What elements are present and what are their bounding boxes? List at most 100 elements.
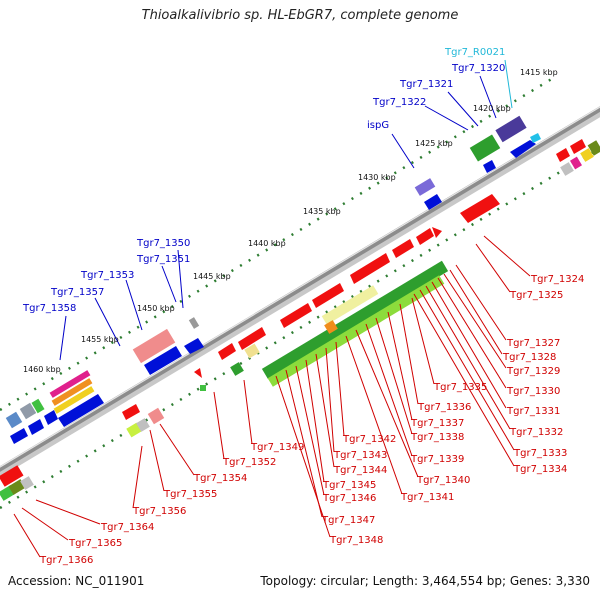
gene-feature[interactable] xyxy=(432,227,442,238)
gene-feature[interactable] xyxy=(19,402,37,420)
accession-text: Accession: NC_011901 xyxy=(8,574,145,588)
gene-label[interactable]: Tgr7_1332 xyxy=(509,427,563,438)
gene-feature[interactable] xyxy=(424,194,442,210)
gene-feature[interactable] xyxy=(510,140,536,158)
gene-label[interactable]: Tgr7_1350 xyxy=(136,238,190,249)
gene-label[interactable]: Tgr7_1349 xyxy=(250,442,304,453)
label-leader-line xyxy=(425,285,511,430)
gene-feature[interactable] xyxy=(194,368,202,378)
gene-label[interactable]: Tgr7_1365 xyxy=(68,538,122,549)
gene-label[interactable]: Tgr7_1353 xyxy=(80,270,134,281)
gene-label[interactable]: Tgr7_1337 xyxy=(410,418,464,429)
gene-feature[interactable] xyxy=(144,346,182,375)
gene-label[interactable]: Tgr7_1358 xyxy=(22,303,76,314)
gene-label[interactable]: Tgr7_1322 xyxy=(372,97,426,108)
gene-label[interactable]: Tgr7_1328 xyxy=(502,352,556,363)
gene-feature[interactable] xyxy=(5,411,23,429)
gene-feature[interactable] xyxy=(238,327,266,350)
gene-label[interactable]: Tgr7_1334 xyxy=(513,464,567,475)
gene-feature[interactable] xyxy=(188,317,200,329)
gene-feature[interactable] xyxy=(495,115,527,143)
gene-label[interactable]: Tgr7_1335 xyxy=(433,382,487,393)
gene-feature[interactable] xyxy=(556,148,570,162)
label-leader-line xyxy=(315,353,335,468)
gene-feature[interactable] xyxy=(31,398,45,414)
gene-feature[interactable] xyxy=(58,394,104,427)
gene-label[interactable]: Tgr7_1324 xyxy=(530,274,584,285)
gene-label[interactable]: Tgr7_1345 xyxy=(322,480,376,491)
gene-label[interactable]: Tgr7_1327 xyxy=(506,338,560,349)
gene-feature[interactable] xyxy=(560,162,574,176)
gene-label[interactable]: Tgr7_1320 xyxy=(451,63,505,74)
gene-label[interactable]: Tgr7_1354 xyxy=(193,473,247,484)
gene-label[interactable]: Tgr7_1364 xyxy=(100,522,154,533)
gene-feature[interactable] xyxy=(10,428,28,444)
gene-feature[interactable] xyxy=(20,476,34,490)
kbp-tick-label: 1445 kbp xyxy=(193,272,231,281)
gene-feature[interactable] xyxy=(230,362,244,376)
gene-feature[interactable] xyxy=(28,419,44,435)
gene-label[interactable]: Tgr7_1366 xyxy=(39,555,93,566)
gene-feature[interactable] xyxy=(261,260,449,380)
gene-feature[interactable] xyxy=(122,404,140,420)
gene-feature[interactable] xyxy=(392,239,414,258)
label-leader-line xyxy=(125,279,143,331)
label-leader-line xyxy=(419,289,515,451)
gene-feature[interactable] xyxy=(312,283,344,308)
gene-label[interactable]: Tgr7_1336 xyxy=(417,402,471,413)
gene-feature[interactable] xyxy=(147,407,165,425)
gene-feature[interactable] xyxy=(0,465,24,487)
gene-label[interactable]: Tgr7_1333 xyxy=(513,448,567,459)
gene-label[interactable]: Tgr7_1329 xyxy=(506,366,560,377)
gene-feature[interactable] xyxy=(321,285,379,325)
gene-feature[interactable] xyxy=(136,418,150,432)
gene-label[interactable]: Tgr7_R0021 xyxy=(444,47,505,58)
gene-label[interactable]: Tgr7_1355 xyxy=(163,489,217,500)
gene-feature[interactable] xyxy=(200,385,206,391)
gene-feature[interactable] xyxy=(324,320,338,334)
gene-label[interactable]: Tgr7_1341 xyxy=(400,492,454,503)
gene-label[interactable]: Tgr7_1321 xyxy=(399,79,453,90)
gene-feature[interactable] xyxy=(53,386,95,414)
gene-label[interactable]: Tgr7_1343 xyxy=(333,450,387,461)
gene-feature[interactable] xyxy=(460,194,500,223)
gene-feature[interactable] xyxy=(49,370,91,398)
gene-label[interactable]: Tgr7_1347 xyxy=(321,515,375,526)
gene-label[interactable]: Tgr7_1351 xyxy=(136,254,190,265)
gene-feature[interactable] xyxy=(218,343,236,360)
gene-label[interactable]: Tgr7_1352 xyxy=(222,457,276,468)
gene-feature[interactable] xyxy=(569,156,583,170)
label-leader-line xyxy=(325,347,335,453)
gene-feature[interactable] xyxy=(51,378,93,406)
label-leader-line xyxy=(399,303,419,405)
gene-feature[interactable] xyxy=(44,410,58,425)
gene-feature[interactable] xyxy=(469,134,501,162)
gene-feature[interactable] xyxy=(414,178,436,196)
gene-feature[interactable] xyxy=(350,253,390,284)
gene-label[interactable]: Tgr7_1331 xyxy=(506,406,560,417)
gene-label[interactable]: Tgr7_1357 xyxy=(50,287,104,298)
gene-label[interactable]: Tgr7_1344 xyxy=(333,465,387,476)
rna-feature[interactable] xyxy=(530,133,541,143)
gene-feature[interactable] xyxy=(132,328,176,364)
gene-label[interactable]: Tgr7_1330 xyxy=(506,386,560,397)
gene-label[interactable]: Tgr7_1348 xyxy=(329,535,383,546)
gene-feature[interactable] xyxy=(280,303,312,328)
gene-label[interactable]: Tgr7_1342 xyxy=(342,434,396,445)
gene-feature[interactable] xyxy=(126,422,142,438)
gene-label[interactable]: Tgr7_1325 xyxy=(509,290,563,301)
gene-label[interactable]: Tgr7_1346 xyxy=(322,493,376,504)
gene-label[interactable]: Tgr7_1340 xyxy=(416,475,470,486)
gene-label[interactable]: Tgr7_1356 xyxy=(132,506,186,517)
gene-feature[interactable] xyxy=(580,148,594,162)
gene-feature[interactable] xyxy=(244,343,260,359)
gene-label[interactable]: ispG xyxy=(367,120,389,131)
gene-feature[interactable] xyxy=(587,140,600,156)
gene-feature[interactable] xyxy=(416,228,434,245)
gene-feature[interactable] xyxy=(570,139,586,154)
gene-feature[interactable] xyxy=(184,338,204,354)
gene-label[interactable]: Tgr7_1339 xyxy=(410,454,464,465)
gene-label[interactable]: Tgr7_1338 xyxy=(410,432,464,443)
gene-feature[interactable] xyxy=(483,160,496,173)
